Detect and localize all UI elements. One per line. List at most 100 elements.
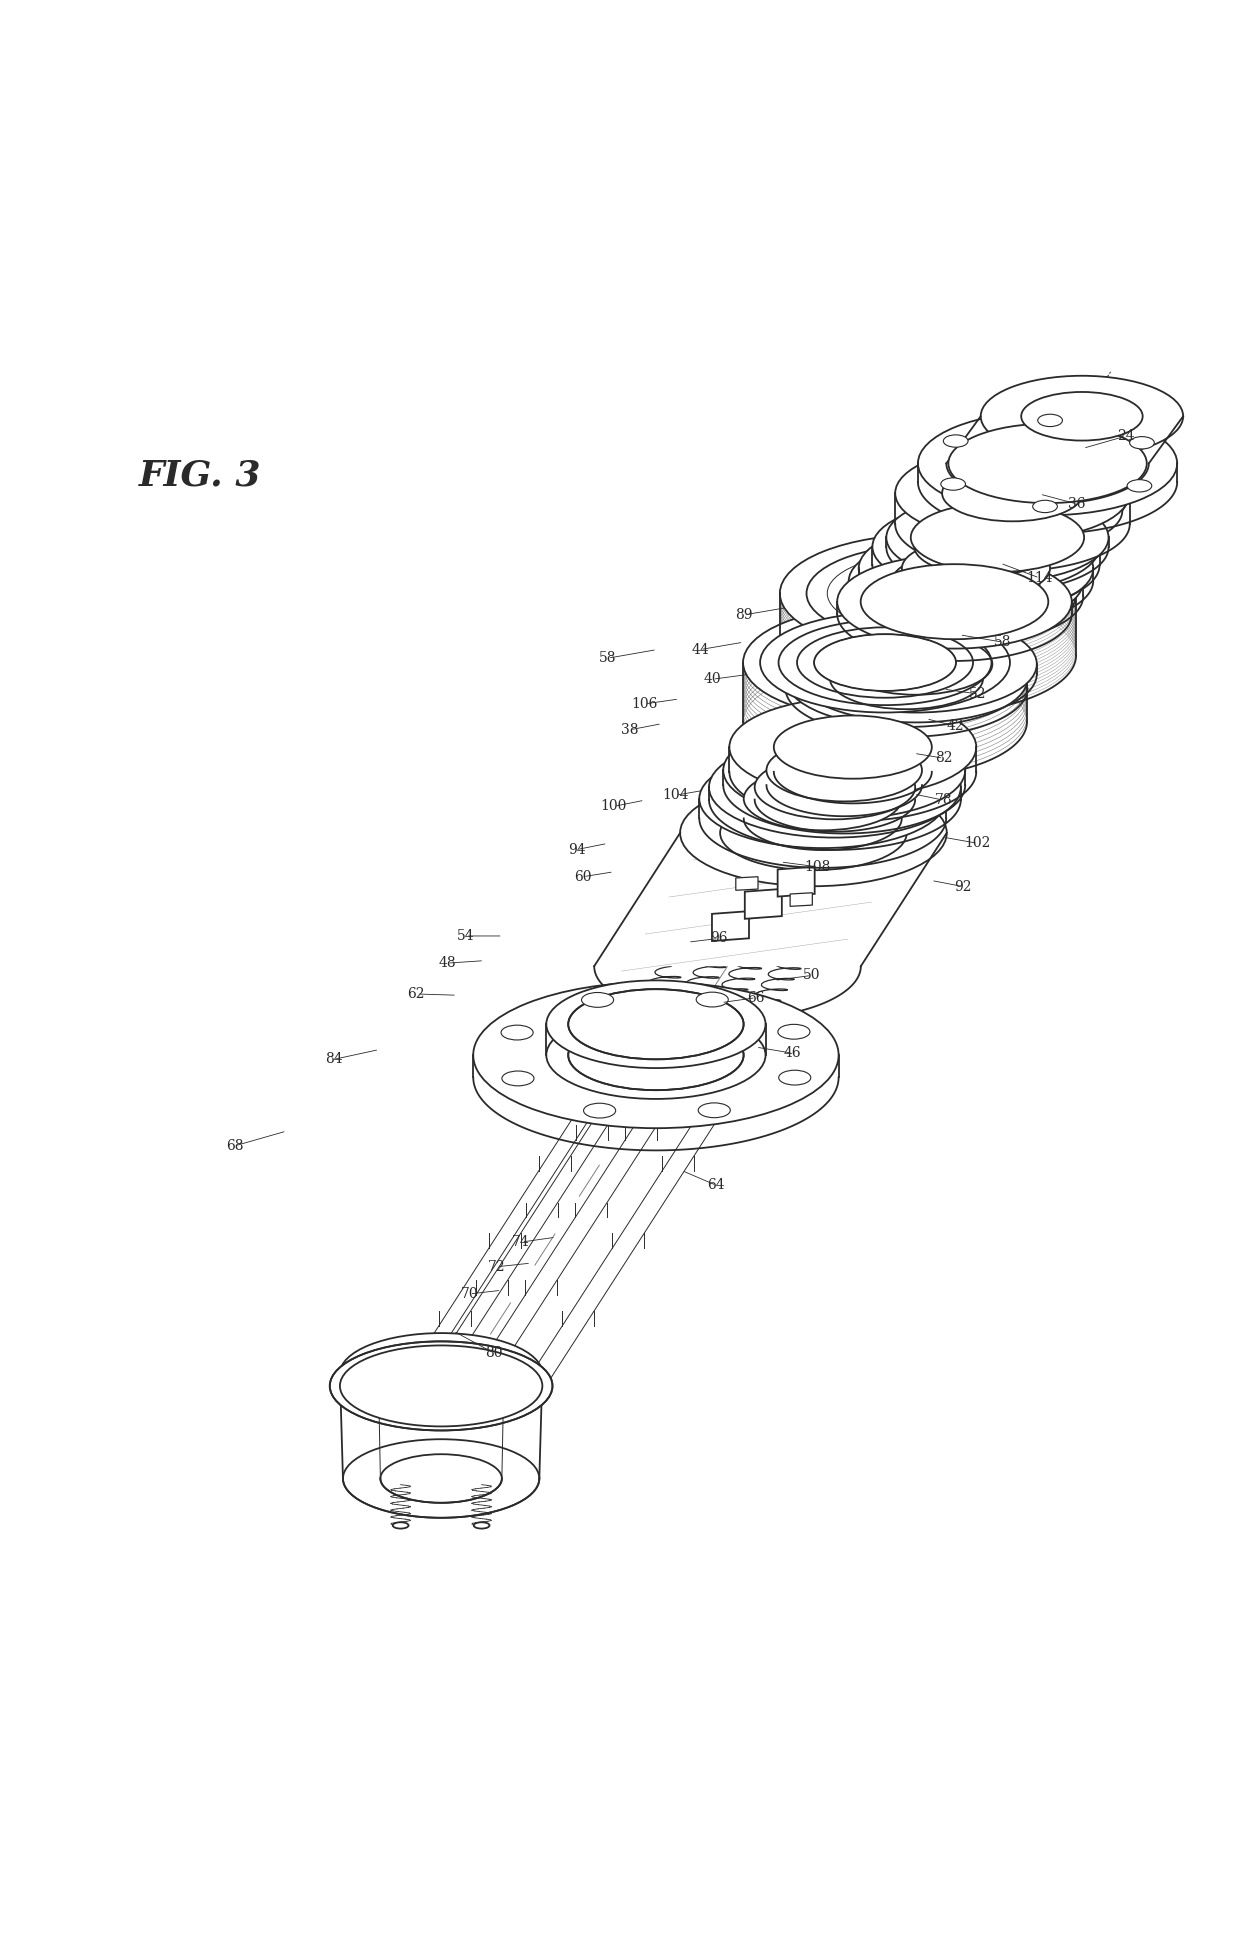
Ellipse shape bbox=[858, 522, 1094, 615]
Text: 78: 78 bbox=[935, 794, 952, 808]
Ellipse shape bbox=[340, 1345, 542, 1426]
Ellipse shape bbox=[901, 539, 1050, 597]
Text: 36: 36 bbox=[1068, 496, 1085, 512]
Ellipse shape bbox=[729, 699, 976, 796]
Ellipse shape bbox=[501, 1026, 533, 1039]
Polygon shape bbox=[712, 911, 749, 942]
Ellipse shape bbox=[944, 434, 968, 448]
Text: 66: 66 bbox=[746, 991, 765, 1004]
Text: 89: 89 bbox=[734, 607, 753, 623]
Ellipse shape bbox=[723, 722, 965, 819]
Ellipse shape bbox=[698, 1103, 730, 1117]
Text: FIG. 3: FIG. 3 bbox=[139, 459, 262, 492]
Text: 46: 46 bbox=[784, 1047, 801, 1061]
Text: 44: 44 bbox=[692, 642, 709, 656]
Ellipse shape bbox=[990, 442, 1111, 490]
Ellipse shape bbox=[720, 796, 906, 870]
Ellipse shape bbox=[774, 716, 931, 778]
Ellipse shape bbox=[474, 983, 838, 1129]
Ellipse shape bbox=[709, 738, 961, 837]
Ellipse shape bbox=[837, 555, 1071, 648]
Ellipse shape bbox=[918, 411, 1177, 516]
Text: 62: 62 bbox=[408, 987, 425, 1000]
Ellipse shape bbox=[981, 376, 1183, 457]
Ellipse shape bbox=[892, 553, 1040, 611]
Ellipse shape bbox=[343, 1440, 539, 1518]
Text: 80: 80 bbox=[485, 1347, 503, 1360]
Text: 104: 104 bbox=[662, 788, 688, 802]
Ellipse shape bbox=[1130, 436, 1154, 450]
Ellipse shape bbox=[680, 780, 947, 885]
Ellipse shape bbox=[911, 502, 1084, 572]
Polygon shape bbox=[735, 878, 758, 889]
Ellipse shape bbox=[827, 553, 1029, 634]
Ellipse shape bbox=[830, 648, 983, 708]
Ellipse shape bbox=[547, 981, 765, 1068]
Text: 54: 54 bbox=[456, 928, 475, 944]
Polygon shape bbox=[594, 833, 947, 967]
Ellipse shape bbox=[699, 749, 946, 848]
Text: 64: 64 bbox=[708, 1179, 725, 1193]
Text: 48: 48 bbox=[439, 955, 456, 971]
Ellipse shape bbox=[584, 1103, 615, 1119]
Ellipse shape bbox=[861, 564, 1048, 638]
Text: 38: 38 bbox=[621, 722, 639, 738]
Ellipse shape bbox=[1038, 414, 1063, 426]
Ellipse shape bbox=[914, 518, 1058, 576]
Text: 82: 82 bbox=[935, 751, 952, 765]
Text: 60: 60 bbox=[574, 870, 591, 883]
Ellipse shape bbox=[1022, 391, 1143, 440]
Ellipse shape bbox=[1127, 479, 1152, 492]
Ellipse shape bbox=[502, 1070, 534, 1086]
Ellipse shape bbox=[806, 545, 1049, 642]
Ellipse shape bbox=[839, 634, 992, 695]
Text: 24: 24 bbox=[1117, 428, 1135, 444]
Text: 70: 70 bbox=[460, 1286, 479, 1302]
Text: 50: 50 bbox=[802, 969, 820, 983]
Text: 92: 92 bbox=[955, 880, 972, 893]
Ellipse shape bbox=[777, 1024, 810, 1039]
Polygon shape bbox=[745, 889, 782, 919]
Ellipse shape bbox=[582, 992, 614, 1008]
Ellipse shape bbox=[378, 1349, 503, 1399]
Text: 108: 108 bbox=[805, 860, 831, 874]
Text: 102: 102 bbox=[965, 837, 991, 850]
Ellipse shape bbox=[942, 465, 1083, 522]
Ellipse shape bbox=[330, 1341, 553, 1430]
Text: 40: 40 bbox=[704, 671, 722, 687]
Text: 94: 94 bbox=[568, 843, 585, 856]
Ellipse shape bbox=[568, 1020, 744, 1090]
Polygon shape bbox=[790, 893, 812, 907]
Ellipse shape bbox=[393, 1522, 408, 1528]
Text: 84: 84 bbox=[325, 1053, 342, 1066]
Ellipse shape bbox=[568, 989, 744, 1059]
Ellipse shape bbox=[873, 502, 1100, 592]
Text: 68: 68 bbox=[226, 1138, 243, 1152]
Text: 106: 106 bbox=[631, 697, 658, 710]
Ellipse shape bbox=[766, 739, 923, 802]
Ellipse shape bbox=[813, 634, 956, 691]
Text: 100: 100 bbox=[600, 800, 627, 813]
Text: 52: 52 bbox=[970, 687, 987, 701]
Ellipse shape bbox=[887, 492, 1109, 582]
Ellipse shape bbox=[1033, 500, 1058, 512]
Ellipse shape bbox=[780, 533, 1076, 652]
Ellipse shape bbox=[895, 446, 1130, 541]
Ellipse shape bbox=[949, 424, 1147, 504]
Ellipse shape bbox=[755, 755, 915, 819]
Ellipse shape bbox=[848, 535, 1084, 629]
Text: 58: 58 bbox=[994, 634, 1012, 650]
Ellipse shape bbox=[949, 426, 1151, 506]
Ellipse shape bbox=[743, 605, 1027, 720]
Polygon shape bbox=[777, 866, 815, 897]
Ellipse shape bbox=[795, 615, 1037, 712]
Ellipse shape bbox=[381, 1454, 502, 1502]
Ellipse shape bbox=[785, 631, 1028, 728]
Ellipse shape bbox=[744, 767, 901, 831]
Ellipse shape bbox=[696, 992, 728, 1006]
Ellipse shape bbox=[340, 1333, 542, 1415]
Text: 58: 58 bbox=[599, 652, 616, 666]
Text: 96: 96 bbox=[711, 932, 728, 946]
Ellipse shape bbox=[760, 613, 1009, 712]
Ellipse shape bbox=[941, 479, 966, 490]
